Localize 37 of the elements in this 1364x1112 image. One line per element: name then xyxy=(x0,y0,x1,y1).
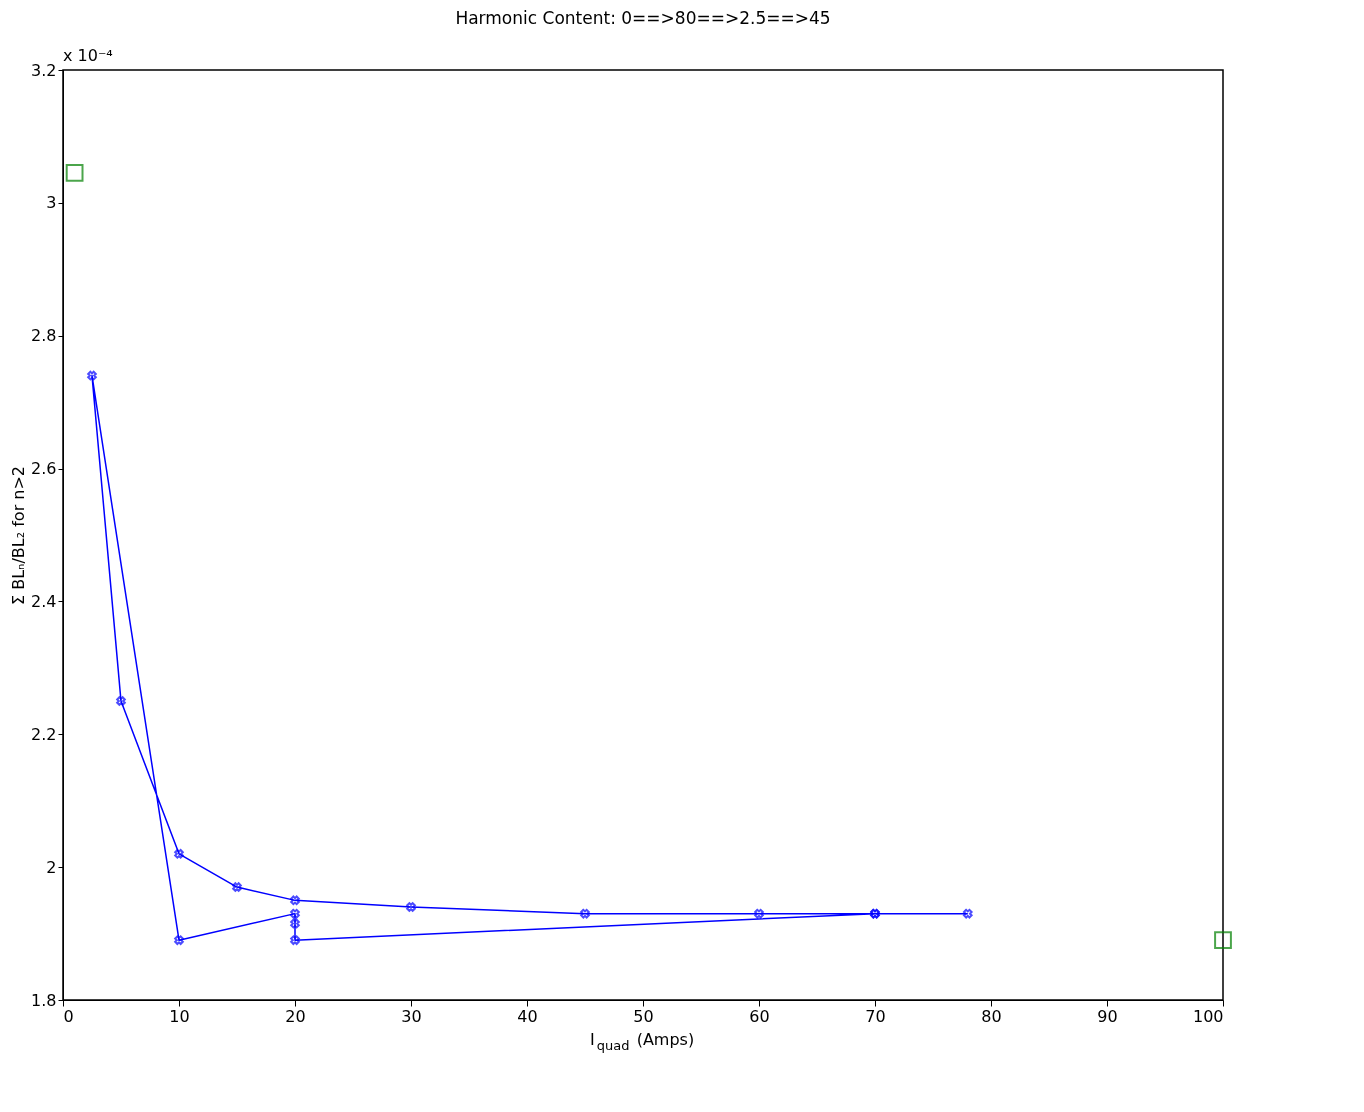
point xyxy=(290,908,300,919)
x-tick-label: 70 xyxy=(865,1006,886,1026)
point xyxy=(174,935,184,946)
x-tick-label: 100 xyxy=(1192,1006,1224,1026)
point xyxy=(754,908,764,919)
y-tick-label: 2 xyxy=(46,857,57,877)
point xyxy=(290,918,300,929)
point xyxy=(87,370,97,381)
x-tick-label: 80 xyxy=(981,1006,1002,1026)
x-tick-label: 40 xyxy=(517,1006,538,1026)
y-tick-label: 1.8 xyxy=(31,990,57,1010)
y-axis-title: Σ BLₙ/BL₂ for n>2 xyxy=(9,465,29,606)
x-tick-label: 50 xyxy=(633,1006,654,1026)
point xyxy=(116,696,126,706)
point xyxy=(174,849,184,859)
y-tick-label: 2.8 xyxy=(31,326,57,346)
y-tick-label: 3.2 xyxy=(31,60,57,80)
chart-title: Harmonic Content: 0==>80==>2.5==>45 xyxy=(455,8,831,28)
x-tick-label: 10 xyxy=(169,1006,190,1026)
text: x 10⁻⁴ xyxy=(63,46,113,65)
x-tick-label: 90 xyxy=(1097,1006,1118,1026)
point xyxy=(232,882,242,892)
point xyxy=(290,935,300,946)
point xyxy=(580,908,590,919)
y-tick-label: 3 xyxy=(46,193,57,213)
y-tick-label: 2.4 xyxy=(31,591,57,611)
y-tick-label: 2.2 xyxy=(31,724,57,744)
point xyxy=(962,908,973,919)
x-tick-label: 30 xyxy=(401,1006,422,1026)
y-tick-label: 2.6 xyxy=(31,459,57,479)
point xyxy=(1214,931,1232,950)
point xyxy=(65,164,84,182)
point xyxy=(290,895,300,906)
x-tick-label: 60 xyxy=(749,1006,770,1026)
x-tick-label: 20 xyxy=(285,1006,306,1026)
x-tick-label: 0 xyxy=(63,1006,74,1026)
point xyxy=(406,902,416,912)
